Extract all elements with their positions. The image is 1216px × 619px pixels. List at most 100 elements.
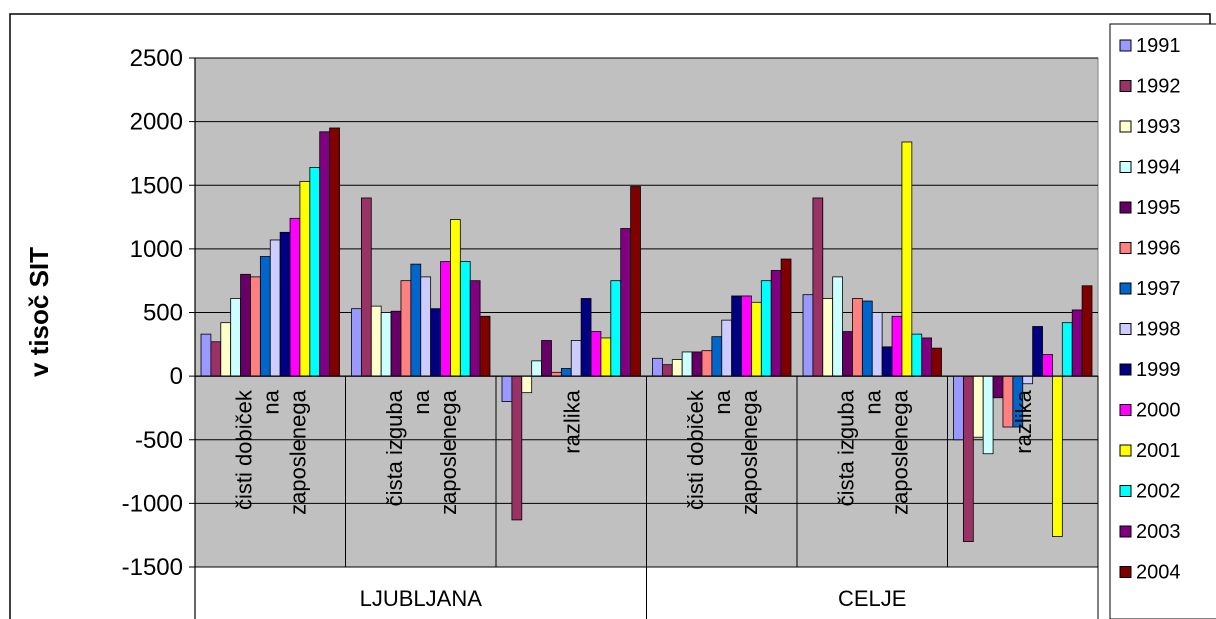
bar xyxy=(230,298,241,377)
bar xyxy=(770,270,782,377)
bar xyxy=(972,375,984,438)
bar xyxy=(620,228,632,377)
bar xyxy=(521,375,533,394)
bar xyxy=(1022,375,1034,385)
group-label: LJUBLJANA xyxy=(360,586,483,611)
bar xyxy=(982,375,994,455)
legend-label: 2000 xyxy=(1136,400,1181,422)
legend-swatch xyxy=(1119,242,1132,254)
legend-label: 2001 xyxy=(1136,440,1181,462)
legend-label: 2002 xyxy=(1136,481,1181,503)
bar xyxy=(741,295,752,377)
y-tick-label: 1500 xyxy=(130,172,183,199)
bar xyxy=(560,368,572,377)
bar xyxy=(329,127,340,377)
bar xyxy=(479,315,491,377)
legend-label: 1992 xyxy=(1136,76,1181,98)
bar xyxy=(691,351,703,377)
category-label: čisti dobiček xyxy=(231,389,256,510)
category-label: na xyxy=(710,389,735,414)
bar xyxy=(842,331,853,377)
category-label: zaposlenega xyxy=(436,389,461,515)
bar xyxy=(701,350,713,377)
legend-swatch xyxy=(1119,39,1132,52)
bar xyxy=(630,186,641,377)
y-tick-label: 2500 xyxy=(130,45,183,72)
bar xyxy=(580,298,592,377)
bar xyxy=(570,340,582,377)
bar xyxy=(531,360,542,377)
bar xyxy=(511,375,523,521)
category-label: na xyxy=(258,389,283,414)
category-label: zaposlenega xyxy=(887,389,912,515)
bar xyxy=(299,181,311,377)
group-label: CELJE xyxy=(838,586,906,611)
legend-swatch xyxy=(1119,323,1132,335)
legend-swatch xyxy=(1119,120,1132,133)
bar xyxy=(220,322,232,377)
bar xyxy=(360,197,372,377)
bar xyxy=(390,310,402,377)
legend-label: 1991 xyxy=(1136,35,1181,57)
y-tick-label: 500 xyxy=(143,300,183,327)
bar xyxy=(450,219,461,377)
bar xyxy=(459,261,471,377)
bar xyxy=(279,231,291,377)
bar xyxy=(430,308,441,377)
legend-swatch xyxy=(1119,404,1132,416)
bar xyxy=(1081,285,1093,377)
bar xyxy=(1032,326,1043,377)
bar xyxy=(992,375,1004,399)
bar xyxy=(881,346,893,377)
bar xyxy=(210,341,222,377)
bar xyxy=(610,280,622,377)
bar xyxy=(822,298,834,377)
bar xyxy=(289,217,301,377)
bar xyxy=(802,294,814,377)
category-label: zaposlenega xyxy=(737,389,762,515)
bar xyxy=(410,263,422,377)
category-label: razlika xyxy=(559,389,584,453)
bar xyxy=(671,359,683,377)
bar xyxy=(861,300,873,377)
bar xyxy=(731,295,742,377)
y-tick-label: 2000 xyxy=(130,109,183,136)
category-label: razlika xyxy=(1011,389,1036,453)
legend-swatch xyxy=(1119,282,1132,295)
bars xyxy=(200,127,1093,542)
bar xyxy=(962,375,974,542)
bar xyxy=(871,312,883,377)
bar xyxy=(501,375,513,402)
bar xyxy=(259,256,271,377)
category-axis: čisti dobiček na zaposlenega čista izguba na… xyxy=(194,58,1099,619)
bar xyxy=(891,315,903,377)
category-label: čisti dobiček xyxy=(683,389,708,510)
bar xyxy=(812,197,824,377)
bar xyxy=(832,276,843,377)
bar xyxy=(351,308,362,377)
legend-label: 2003 xyxy=(1136,521,1181,543)
y-tick-label: -500 xyxy=(135,427,183,454)
bar xyxy=(911,333,923,377)
bar xyxy=(1042,354,1053,377)
legend-label: 1998 xyxy=(1136,319,1181,341)
bar xyxy=(370,305,382,377)
legend-label: 1995 xyxy=(1136,197,1181,219)
legend-label: 1996 xyxy=(1136,238,1181,260)
bar xyxy=(953,375,964,441)
legend-label: 1993 xyxy=(1136,116,1181,138)
category-label: čista izguba xyxy=(382,389,407,506)
legend-label: 1999 xyxy=(1136,359,1181,381)
bar xyxy=(380,312,392,377)
bar xyxy=(541,340,552,377)
bar xyxy=(652,357,663,377)
legend-swatch xyxy=(1119,444,1132,457)
bar xyxy=(400,280,412,377)
legend-swatch xyxy=(1119,161,1132,173)
bar xyxy=(852,298,863,377)
bar xyxy=(721,319,733,377)
bar xyxy=(200,333,212,377)
legend-swatch xyxy=(1119,525,1132,538)
category-label: na xyxy=(409,389,434,414)
bar xyxy=(921,337,933,377)
